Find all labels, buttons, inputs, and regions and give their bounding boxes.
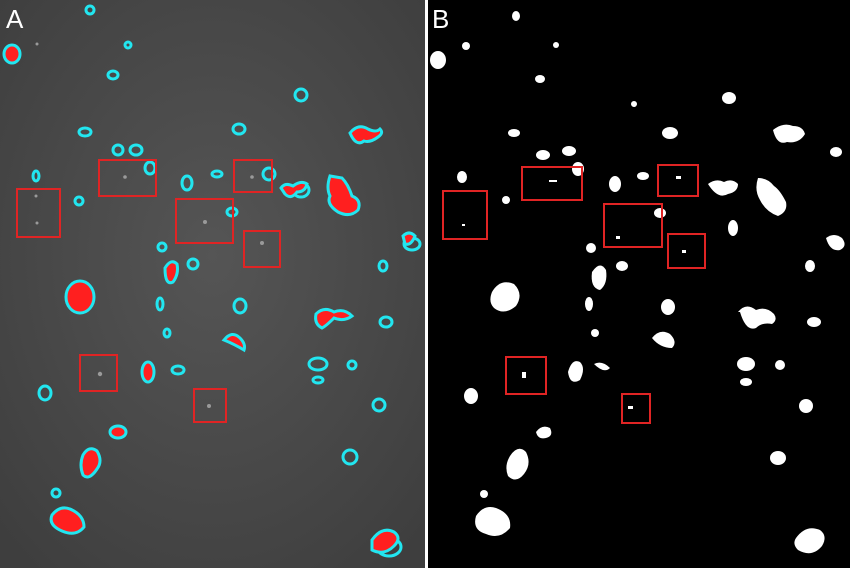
panel-a-micrograph: A (0, 0, 425, 568)
mask-regions (430, 11, 845, 554)
panel-a-label: A (6, 4, 24, 34)
annotation-boxes (16, 159, 281, 423)
panel-divider (425, 0, 428, 568)
faint-spots (34, 42, 264, 408)
panel-a-image (0, 0, 425, 568)
panel-b-binary-mask: B (428, 0, 850, 568)
cell-regions (2, 43, 417, 554)
cell-contours (31, 4, 422, 558)
panel-b-image (428, 0, 850, 568)
annotation-boxes-b (442, 164, 706, 424)
mask-spots (462, 176, 686, 409)
panel-b-label: B (432, 4, 450, 34)
